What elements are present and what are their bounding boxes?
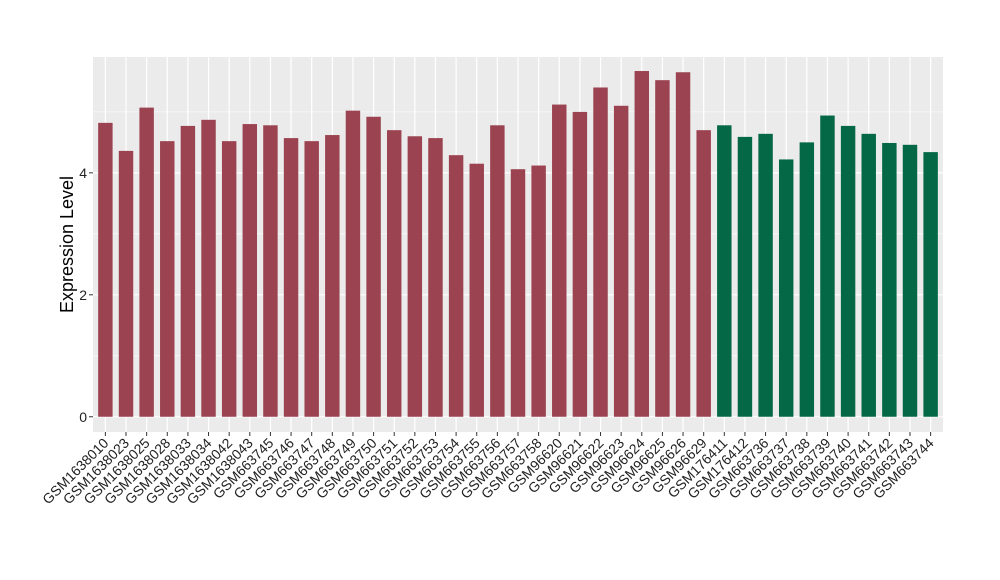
bar-GSM1638028 [160,141,175,417]
bar-GSM663755 [469,163,484,417]
bar-GSM663752 [407,136,423,417]
bar-GSM96625 [655,80,670,417]
bar-GSM663756 [490,125,505,417]
bar-GSM1638010 [98,122,113,417]
y-axis-title: Expression Level [57,176,77,313]
bar-GSM663745 [263,125,278,417]
bar-GSM663740 [840,125,856,417]
bar-GSM663750 [366,116,381,417]
bar-GSM96622 [593,87,608,417]
bar-GSM663742 [882,142,897,417]
bar-GSM663736 [758,133,773,417]
y-tick-label: 2 [79,287,87,303]
bar-GSM1638033 [180,125,196,417]
bar-GSM1638042 [221,141,237,417]
bar-GSM1638043 [242,124,258,417]
bar-GSM96623 [613,105,629,417]
bar-GSM663739 [820,115,835,417]
bar-GSM1638025 [139,107,154,417]
bar-GSM663741 [861,133,876,417]
bar-GSM96629 [696,130,711,417]
bar-GSM663738 [799,142,815,417]
bar-GSM176412 [737,136,753,417]
bar-GSM663754 [448,155,464,417]
bar-GSM663737 [778,159,794,417]
bar-GSM663753 [428,138,443,417]
bar-GSM663744 [923,152,938,417]
bar-GSM663757 [510,169,526,417]
bar-GSM96620 [552,104,567,417]
y-tick-label: 4 [79,165,87,181]
y-axis: 0 2 4 [79,165,93,425]
bar-GSM663751 [386,130,402,417]
y-tick-label: 0 [79,409,87,425]
bar-GSM96624 [634,71,650,417]
bar-GSM663746 [283,138,299,417]
bar-GSM663743 [902,144,918,417]
bar-GSM663748 [325,135,340,417]
bar-GSM663749 [345,110,361,417]
bar-GSM176411 [717,125,732,417]
bar-GSM663758 [531,165,546,417]
x-axis: GSM1638010GSM1638023GSM1638025GSM1638028… [39,432,937,507]
bar-GSM1638034 [201,119,216,417]
bars [98,71,938,417]
bar-GSM96626 [675,72,691,417]
bar-GSM663747 [304,141,319,417]
bar-GSM1638023 [118,150,134,417]
bar-GSM96621 [572,111,588,417]
